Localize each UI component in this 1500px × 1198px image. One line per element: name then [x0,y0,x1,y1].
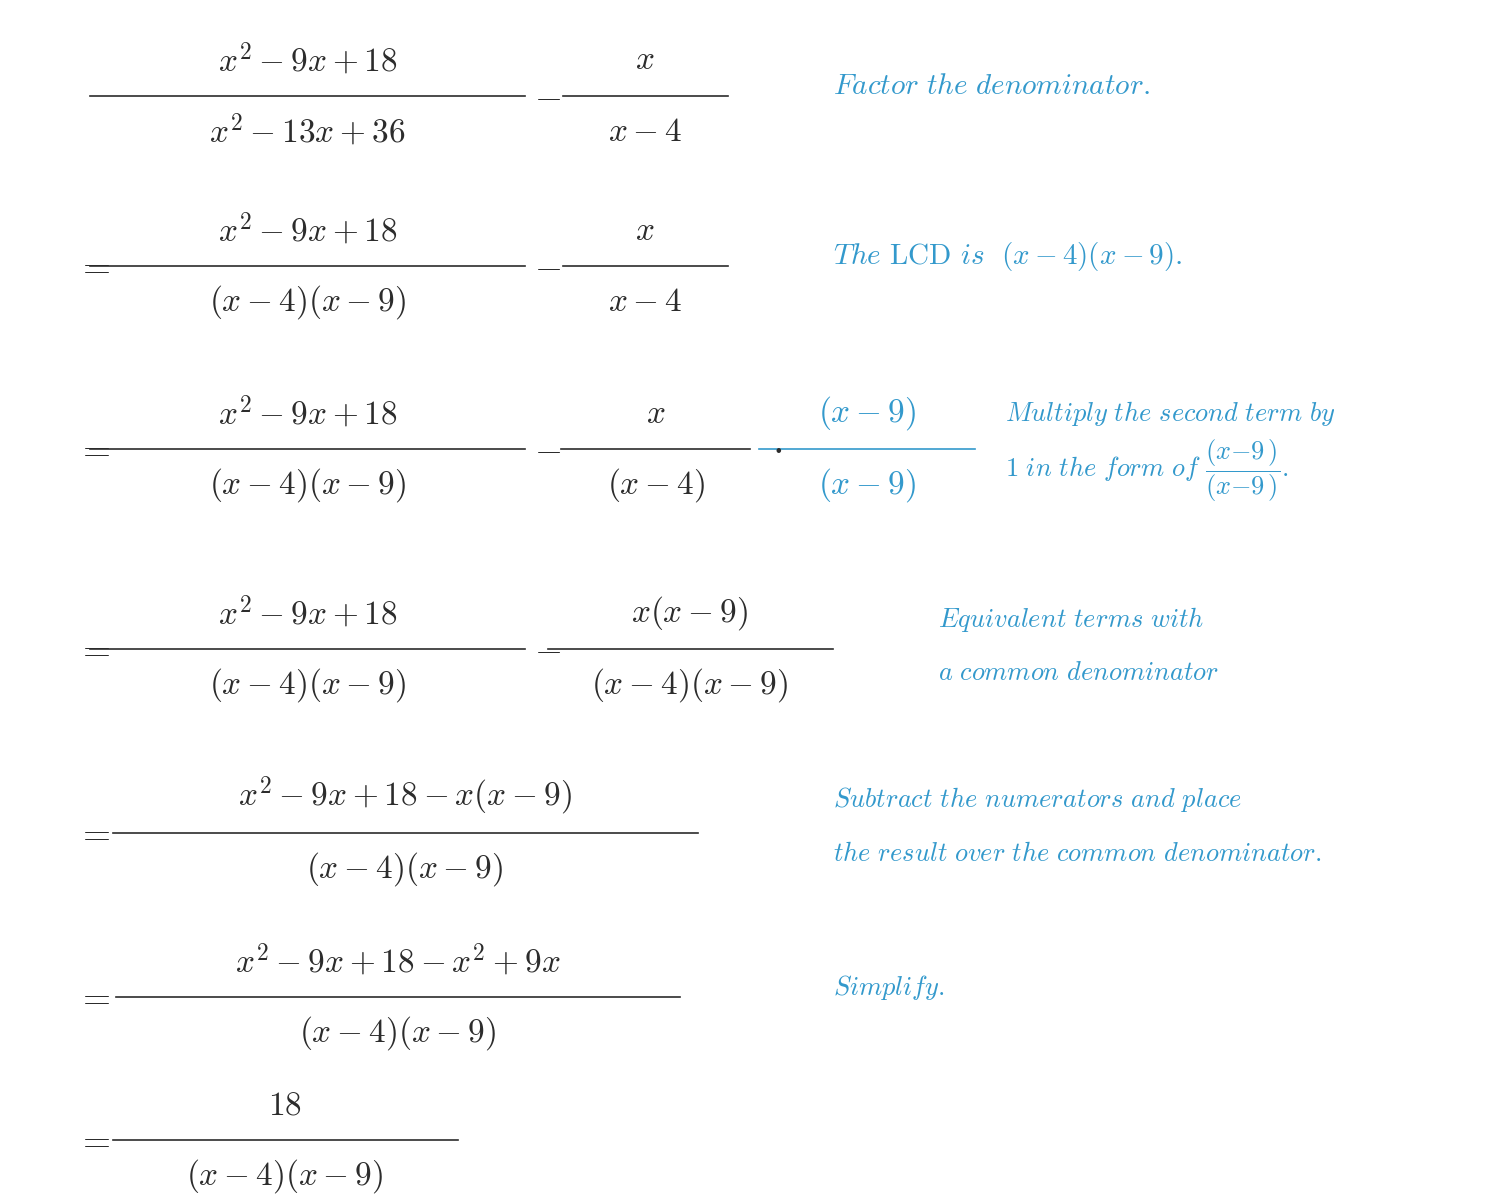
Text: $x^2-9x+18$: $x^2-9x+18$ [217,394,398,432]
Text: $(x-4)(x-9)$: $(x-4)(x-9)$ [186,1157,384,1196]
Text: $-$: $-$ [534,633,561,666]
Text: $(x-4)$: $(x-4)$ [606,466,705,504]
Text: $\mathit{The}$ $\mathrm{LCD}$ $\mathit{is}\ \ (x-4)(x-9).$: $\mathit{The}$ $\mathrm{LCD}$ $\mathit{i… [833,240,1182,273]
Text: $\mathit{Multiply\ the\ second\ term\ by}$: $\mathit{Multiply\ the\ second\ term\ by… [1005,399,1335,428]
Text: $x-4$: $x-4$ [608,285,682,319]
Text: $=$: $=$ [76,980,110,1014]
Text: $=$: $=$ [76,432,110,466]
Text: $x^2-9x+18-x^2+9x$: $x^2-9x+18-x^2+9x$ [234,942,561,980]
Text: $=$: $=$ [76,633,110,666]
Text: $(x-9)$: $(x-9)$ [818,394,916,432]
Text: $(x-9)$: $(x-9)$ [818,466,916,504]
Text: $=$: $=$ [76,816,110,849]
Text: $\mathit{the\ result\ over\ the\ common\ denominator.}$: $\mathit{the\ result\ over\ the\ common\… [833,841,1322,867]
Text: $x^2-9x+18$: $x^2-9x+18$ [217,594,398,633]
Text: $\mathit{Simplify.}$: $\mathit{Simplify.}$ [833,973,944,1002]
Text: $(x-4)(x-9)$: $(x-4)(x-9)$ [306,849,504,888]
Text: $-$: $-$ [534,79,561,113]
Text: $=$: $=$ [76,1124,110,1157]
Text: $\mathit{Equivalent\ terms\ with}$: $\mathit{Equivalent\ terms\ with}$ [938,605,1203,634]
Text: $\mathit{Subtract\ the\ numerators\ and\ place}$: $\mathit{Subtract\ the\ numerators\ and\… [833,785,1242,813]
Text: $x^2-9x+18$: $x^2-9x+18$ [217,211,398,249]
Text: $\mathit{Factor\ the\ denominator.}$: $\mathit{Factor\ the\ denominator.}$ [833,72,1149,101]
Text: $=$: $=$ [76,249,110,283]
Text: $-$: $-$ [534,249,561,283]
Text: $\mathit{a\ common\ denominator}$: $\mathit{a\ common\ denominator}$ [938,660,1218,686]
Text: $-$: $-$ [534,432,561,466]
Text: $x-4$: $x-4$ [608,115,682,149]
Text: $(x-4)(x-9)$: $(x-4)(x-9)$ [209,666,406,704]
Text: $(x-4)(x-9)$: $(x-4)(x-9)$ [209,466,406,504]
Text: $(x-4)(x-9)$: $(x-4)(x-9)$ [298,1014,496,1052]
Text: $x(x-9)$: $x(x-9)$ [632,594,748,633]
Text: $(x-4)(x-9)$: $(x-4)(x-9)$ [591,666,789,704]
Text: $x$: $x$ [645,397,666,430]
Text: $1\ \mathit{in\ the\ form\ of}\ \dfrac{(x{-}9\,)}{(x{-}9\,)}.$: $1\ \mathit{in\ the\ form\ of}\ \dfrac{(… [1005,437,1288,504]
Text: $x$: $x$ [636,213,654,247]
Text: $x$: $x$ [636,43,654,77]
Text: $x^2-13x+36$: $x^2-13x+36$ [210,113,405,151]
Text: $(x-4)(x-9)$: $(x-4)(x-9)$ [209,283,406,321]
Text: $18$: $18$ [268,1088,302,1121]
Text: $x^2-9x+18$: $x^2-9x+18$ [217,41,398,79]
Text: $\cdot$: $\cdot$ [772,425,782,468]
Text: $x^2-9x+18-x(x-9)$: $x^2-9x+18-x(x-9)$ [238,775,572,818]
